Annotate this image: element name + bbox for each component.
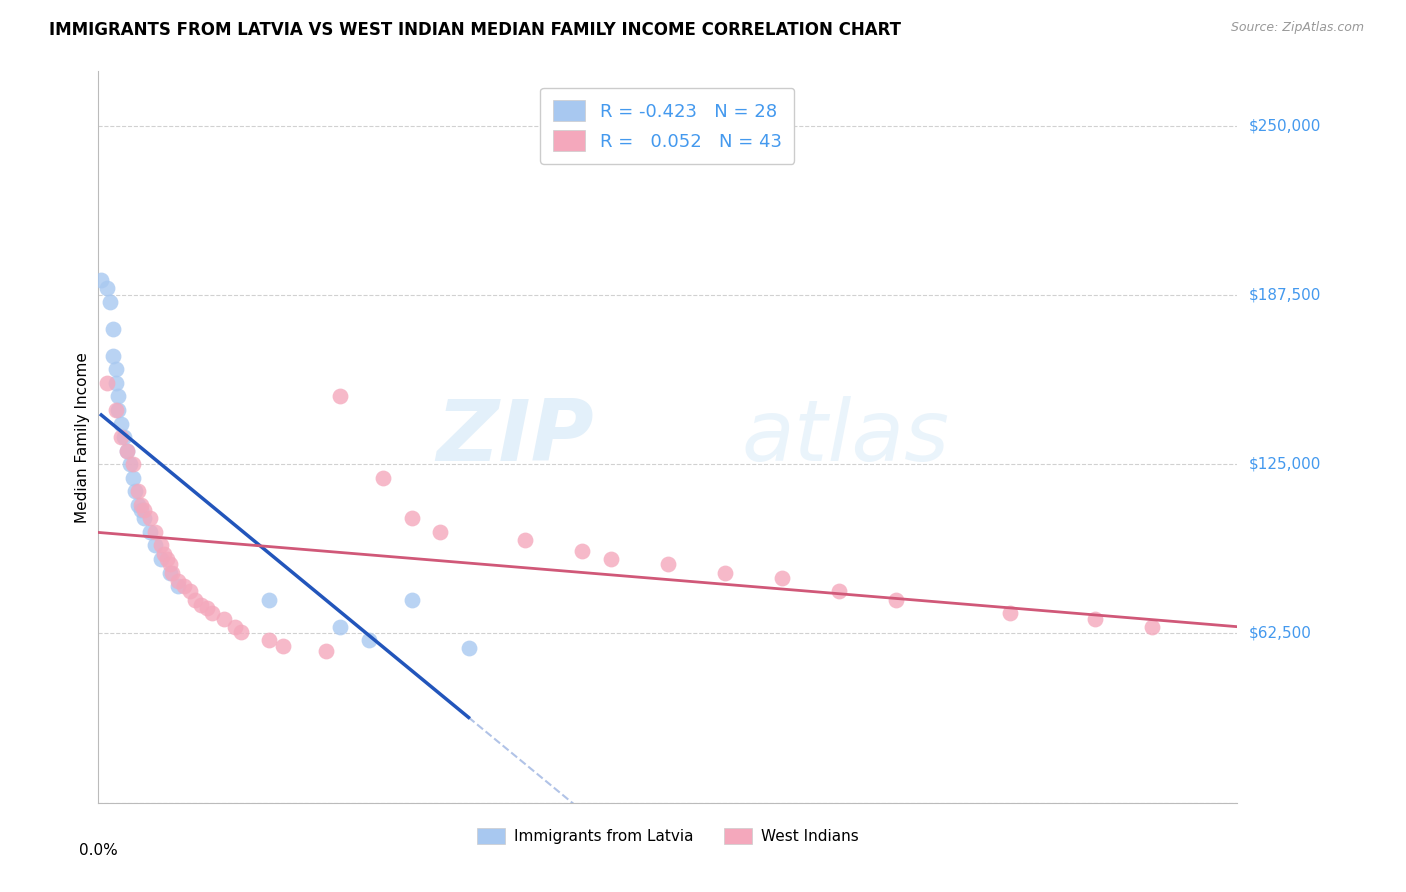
Point (115, 443, 138, 458)
Point (150, 552, 173, 566)
Point (98, 294, 121, 309)
Point (138, 511, 160, 525)
Point (357, 633, 380, 648)
Point (401, 511, 423, 525)
Point (104, 376, 127, 390)
Point (173, 579, 195, 593)
Point (145, 538, 167, 552)
Point (127, 498, 149, 512)
Point (212, 611, 235, 625)
Point (373, 471, 395, 485)
Point (129, 498, 152, 512)
Point (457, 641, 479, 656)
Point (150, 538, 173, 552)
Point (657, 558, 679, 572)
Point (107, 403, 129, 417)
Point (112, 430, 135, 444)
Point (770, 571, 793, 585)
Point (600, 552, 623, 566)
Point (145, 524, 167, 539)
Point (714, 566, 737, 580)
Point (96, 281, 118, 295)
Point (329, 389, 352, 403)
Point (101, 349, 124, 363)
Text: $250,000: $250,000 (1249, 118, 1320, 133)
Point (138, 524, 160, 539)
Point (229, 625, 252, 640)
Point (1140, 620, 1163, 634)
Point (127, 484, 149, 499)
Point (124, 484, 146, 499)
Point (998, 606, 1021, 620)
Point (101, 322, 124, 336)
Point (162, 566, 184, 580)
Point (190, 598, 212, 612)
Point (110, 430, 132, 444)
Point (259, 633, 281, 648)
Point (104, 403, 127, 417)
Y-axis label: Median Family Income: Median Family Income (75, 351, 90, 523)
Point (329, 620, 352, 634)
Legend: Immigrants from Latvia, West Indians: Immigrants from Latvia, West Indians (471, 822, 865, 850)
Text: ZIP: ZIP (436, 395, 593, 479)
Point (90, 273, 112, 287)
Point (96, 376, 118, 390)
Point (429, 524, 451, 539)
Point (184, 592, 207, 607)
Point (571, 544, 593, 558)
Point (118, 457, 141, 471)
Point (201, 606, 224, 620)
Point (195, 600, 218, 615)
Point (1084, 611, 1107, 625)
Point (179, 584, 201, 599)
Text: 0.0%: 0.0% (79, 843, 118, 858)
Point (115, 443, 138, 458)
Point (104, 362, 127, 376)
Text: $125,000: $125,000 (1249, 457, 1320, 472)
Point (259, 592, 281, 607)
Point (132, 511, 155, 525)
Point (159, 566, 181, 580)
Point (159, 558, 181, 572)
Text: IMMIGRANTS FROM LATVIA VS WEST INDIAN MEDIAN FAMILY INCOME CORRELATION CHART: IMMIGRANTS FROM LATVIA VS WEST INDIAN ME… (49, 21, 901, 39)
Point (110, 417, 132, 431)
Text: $62,500: $62,500 (1249, 626, 1312, 641)
Point (132, 503, 155, 517)
Point (515, 533, 537, 547)
Text: atlas: atlas (742, 395, 950, 479)
Point (129, 503, 152, 517)
Point (167, 579, 190, 593)
Point (107, 389, 129, 403)
Point (156, 552, 179, 566)
Point (121, 471, 143, 485)
Point (401, 592, 423, 607)
Point (273, 639, 295, 653)
Text: $187,500: $187,500 (1249, 287, 1320, 302)
Point (167, 574, 190, 588)
Point (121, 457, 143, 471)
Point (884, 592, 907, 607)
Point (153, 547, 176, 561)
Point (315, 644, 337, 658)
Point (224, 620, 246, 634)
Point (828, 584, 851, 599)
Text: Source: ZipAtlas.com: Source: ZipAtlas.com (1230, 21, 1364, 35)
